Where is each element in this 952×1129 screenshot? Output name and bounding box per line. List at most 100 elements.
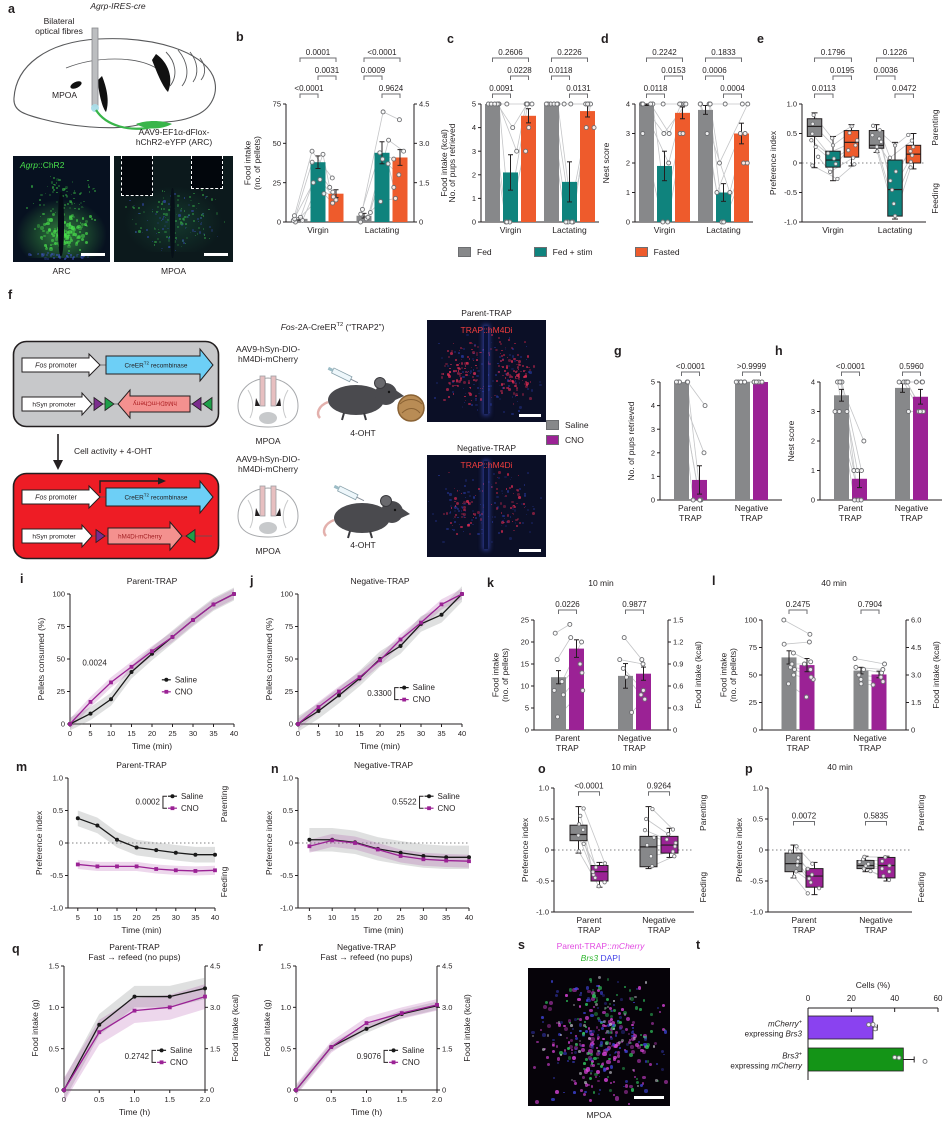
optical-fibres-annotation: Bilateral optical fibres xyxy=(35,16,83,37)
svg-text:TRAP: TRAP xyxy=(623,743,646,753)
svg-text:<0.0001: <0.0001 xyxy=(367,48,397,57)
svg-text:TRAP: TRAP xyxy=(865,925,888,935)
svg-text:0.3: 0.3 xyxy=(673,704,683,713)
svg-text:15: 15 xyxy=(355,729,363,738)
svg-text:0.0004: 0.0004 xyxy=(720,84,745,93)
svg-text:Parent: Parent xyxy=(555,733,581,743)
svg-text:Brs3+expressing mCherry: Brs3+ expressing mCherry xyxy=(730,1052,803,1071)
svg-text:0.7904: 0.7904 xyxy=(858,600,883,609)
svg-text:3.0: 3.0 xyxy=(419,139,429,148)
svg-text:4: 4 xyxy=(472,123,476,132)
svg-text:-1.0: -1.0 xyxy=(750,908,763,917)
svg-text:4: 4 xyxy=(651,401,655,410)
panel-g-chart: 0 1 2 3 4 5 No. of pups retrieved <0.0001 >0.999… xyxy=(626,362,782,523)
svg-text:0.9: 0.9 xyxy=(673,660,683,669)
svg-text:0.2226: 0.2226 xyxy=(557,48,582,57)
svg-text:0.0113: 0.0113 xyxy=(812,84,836,93)
svg-text:35: 35 xyxy=(209,729,217,738)
svg-text:>0.9999: >0.9999 xyxy=(737,362,767,371)
svg-text:40: 40 xyxy=(458,729,466,738)
svg-text:hSyn promoter: hSyn promoter xyxy=(32,402,76,409)
svg-text:5: 5 xyxy=(88,729,92,738)
svg-text:Time (min): Time (min) xyxy=(363,925,403,935)
svg-text:Preference index: Preference index xyxy=(734,817,744,882)
svg-text:Virgin: Virgin xyxy=(307,225,329,235)
legend-swatch xyxy=(533,247,547,257)
arc-fluorescence-image xyxy=(13,156,110,262)
svg-text:0.0031: 0.0031 xyxy=(315,66,340,75)
svg-text:Parenting: Parenting xyxy=(930,109,940,146)
svg-text:0: 0 xyxy=(793,159,797,168)
svg-text:20: 20 xyxy=(847,994,856,1003)
svg-text:0.0001: 0.0001 xyxy=(306,48,331,57)
svg-text:100: 100 xyxy=(52,590,65,599)
svg-text:0: 0 xyxy=(525,726,529,735)
svg-text:30: 30 xyxy=(419,913,427,922)
svg-text:10: 10 xyxy=(107,729,115,738)
svg-text:0.0195: 0.0195 xyxy=(830,66,855,75)
svg-text:0: 0 xyxy=(289,720,293,729)
svg-text:0.0226: 0.0226 xyxy=(555,600,580,609)
legend-feeding-conditions: Fed Fed + stim Fasted xyxy=(458,247,680,257)
svg-text:0.9264: 0.9264 xyxy=(647,782,672,791)
negative-mouse-illustration xyxy=(322,484,410,539)
svg-text:0: 0 xyxy=(753,726,757,735)
legend-saline-cno: Saline CNO xyxy=(546,420,589,445)
svg-text:CreERT2 recombinase: CreERT2 recombinase xyxy=(125,493,188,502)
svg-text:0: 0 xyxy=(55,1086,59,1095)
agrp-chr2-overlay: Agrp::ChR2 xyxy=(20,160,65,170)
mpoa-fluorescence-image xyxy=(114,156,233,262)
svg-text:30: 30 xyxy=(172,913,180,922)
svg-text:TRAP: TRAP xyxy=(900,513,923,523)
svg-text:0.1833: 0.1833 xyxy=(711,48,736,57)
svg-text:Fos promoter: Fos promoter xyxy=(35,363,77,370)
svg-text:1.2: 1.2 xyxy=(673,638,683,647)
svg-text:1: 1 xyxy=(472,194,476,203)
parent-trap-title: Parent-TRAP xyxy=(461,308,512,318)
legend-swatch xyxy=(546,435,559,445)
svg-text:Fast → refeed (no pups): Fast → refeed (no pups) xyxy=(320,952,412,962)
svg-text:CreERT2 recombinase: CreERT2 recombinase xyxy=(125,361,188,370)
panel-q-label: q xyxy=(12,942,20,956)
svg-text:0: 0 xyxy=(294,1095,298,1104)
svg-text:0.5: 0.5 xyxy=(281,1044,291,1053)
mpoa-caption: MPOA xyxy=(160,266,187,276)
svg-text:50: 50 xyxy=(273,139,281,148)
svg-text:Feeding: Feeding xyxy=(930,183,940,214)
svg-text:Pellets consumed (%): Pellets consumed (%) xyxy=(264,617,274,700)
svg-text:0: 0 xyxy=(62,1095,66,1104)
panel-j-chart: Negative-TRAP 0 25 50 75 100 0 5 10 15 20 25 30 35 40 T… xyxy=(264,576,466,751)
svg-text:4: 4 xyxy=(626,100,630,109)
svg-text:Food intake (kcal): Food intake (kcal) xyxy=(931,641,941,709)
svg-text:Time (h): Time (h) xyxy=(119,1107,150,1117)
svg-text:Time (min): Time (min) xyxy=(360,741,400,751)
svg-text:0: 0 xyxy=(296,729,300,738)
svg-text:0.0118: 0.0118 xyxy=(644,84,668,93)
svg-text:Preference index: Preference index xyxy=(768,130,778,195)
svg-text:50: 50 xyxy=(57,655,65,664)
parent-trap-overlay: TRAP::hM4Di xyxy=(460,325,513,335)
svg-text:0.9076: 0.9076 xyxy=(357,1052,382,1061)
svg-text:Parent: Parent xyxy=(678,503,704,513)
legend-swatch xyxy=(546,420,559,430)
svg-text:1.0: 1.0 xyxy=(281,1003,291,1012)
panel-t-label: t xyxy=(696,938,701,952)
svg-text:0.0024: 0.0024 xyxy=(82,659,107,668)
svg-text:0.5: 0.5 xyxy=(539,815,549,824)
svg-text:75: 75 xyxy=(273,100,281,109)
svg-text:0.5960: 0.5960 xyxy=(899,362,924,371)
svg-text:0: 0 xyxy=(289,839,293,848)
svg-text:0.2606: 0.2606 xyxy=(498,48,523,57)
svg-text:Parenting: Parenting xyxy=(916,794,926,831)
svg-text:(no. of pellets): (no. of pellets) xyxy=(728,648,738,702)
svg-text:0: 0 xyxy=(59,839,63,848)
panel-s-caption: MPOA xyxy=(586,1110,612,1120)
svg-text:35: 35 xyxy=(442,913,450,922)
panel-k-chart: 10 min 0 5 10 15 20 25 Food intake (no. of pelle… xyxy=(491,578,704,753)
parent-mouse-with-nest-illustration xyxy=(316,366,425,422)
panel-b-label: b xyxy=(236,30,244,44)
panel-p-label: p xyxy=(745,762,753,776)
svg-text:<0.0001: <0.0001 xyxy=(836,362,866,371)
svg-text:Lactating: Lactating xyxy=(365,225,400,235)
